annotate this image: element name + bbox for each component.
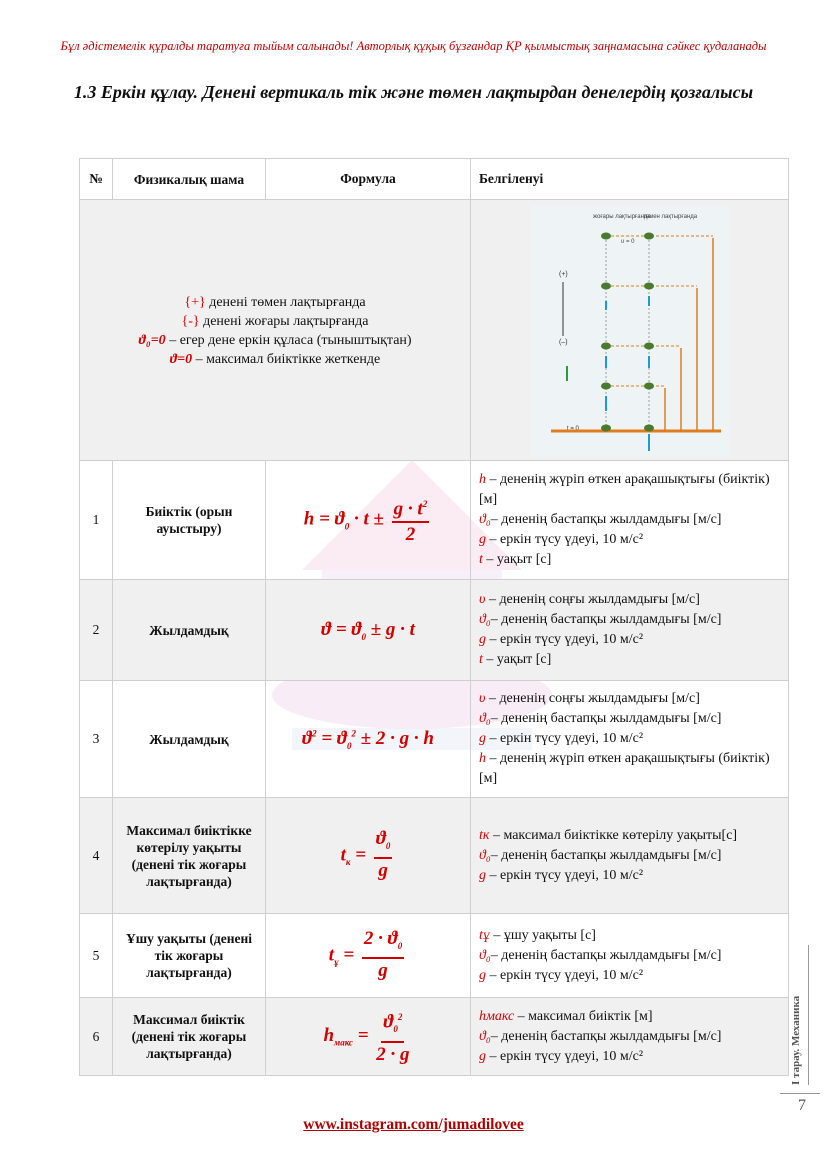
formula: hмакс = ϑ02 2 · g bbox=[265, 997, 471, 1076]
figure-label-minus: (–) bbox=[559, 339, 568, 346]
notation-item: g – еркін түсу үдеуі, 10 м/с² bbox=[479, 967, 644, 983]
motion-figure-cell: жоғары лақтырғанда төмен лақтырғанда υ =… bbox=[470, 199, 789, 461]
table-row: 6 Максимал биіктік (денені тік жоғары ла… bbox=[79, 997, 789, 1076]
column-header-formula: Формула bbox=[265, 158, 471, 200]
footer: www.instagram.com/jumadilovee bbox=[0, 1116, 827, 1134]
notation-item: ϑ₀– дененің бастапқы жылдамдығы [м/с] bbox=[479, 512, 722, 527]
table-row: 5 Ұшу уақыты (денені тік жоғары лақтырға… bbox=[79, 913, 789, 998]
notation-item: ϑ₀– дененің бастапқы жылдамдығы [м/с] bbox=[479, 711, 722, 726]
formula-table: № Физикалық шама Формула Белгіленуі {+} … bbox=[79, 158, 789, 1076]
notation-item: g – еркін түсу үдеуі, 10 м/с² bbox=[479, 1048, 644, 1064]
table-row: 2 Жылдамдық ϑ = ϑ0 ± g · t υ – дененің с… bbox=[79, 579, 789, 681]
notation-item: ϑ₀– дененің бастапқы жылдамдығы [м/с] bbox=[479, 1028, 722, 1044]
sign-notes: {+} денені төмен лақтырғанда {-} денені … bbox=[79, 199, 471, 461]
notation-list: h – дененің жүріп өткен арақашықтығы (би… bbox=[470, 460, 789, 580]
notation-item: g – еркін түсу үдеуі, 10 м/с² bbox=[479, 867, 644, 883]
row-number: 3 bbox=[79, 680, 113, 798]
notation-item: t – уақыт [с] bbox=[479, 552, 552, 567]
quantity-name: Ұшу уақыты (денені тік жоғары лақтырғанд… bbox=[112, 913, 266, 998]
quantity-name: Биіктік (орын ауыстыру) bbox=[112, 460, 266, 580]
row-number: 2 bbox=[79, 579, 113, 681]
notation-item: g – еркін түсу үдеуі, 10 м/с² bbox=[479, 632, 644, 647]
note-line: {-} денені жоғары лақтырғанда bbox=[181, 313, 369, 329]
quantity-name: Жылдамдық bbox=[112, 680, 266, 798]
ball bbox=[643, 382, 654, 390]
instagram-link[interactable]: www.instagram.com/jumadilovee bbox=[303, 1116, 524, 1133]
page-number: 7 bbox=[798, 1097, 806, 1114]
chapter-label: I тарау. Механика bbox=[790, 995, 802, 1085]
page-divider bbox=[780, 1093, 820, 1094]
notation-list: tұ – ұшу уақыты [с] ϑ₀– дененің бастапқы… bbox=[470, 913, 789, 998]
chapter-sidebar: I тарау. Механика bbox=[786, 945, 809, 1085]
notation-item: ϑ₀– дененің бастапқы жылдамдығы [м/с] bbox=[479, 947, 722, 963]
formula: ϑ2 = ϑ02 ± 2 · g · h bbox=[265, 680, 471, 798]
quantity-name: Жылдамдық bbox=[112, 579, 266, 681]
column-header-notation: Белгіленуі bbox=[470, 158, 789, 200]
figure-label-t0: t = 0 bbox=[567, 426, 580, 432]
formula: tк = ϑ0 g bbox=[265, 797, 471, 914]
figure-label-v0: υ = 0 bbox=[621, 239, 635, 245]
table-row: 4 Максимал биіктікке көтерілу уақыты (де… bbox=[79, 797, 789, 914]
table-row: 1 Биіктік (орын ауыстыру) h = ϑ0 · t ± g… bbox=[79, 460, 789, 580]
note-line: ϑ₀=0 – егер дене еркін құласа (тыныштықт… bbox=[138, 332, 412, 348]
notation-item: h – дененің жүріп өткен арақашықтығы (би… bbox=[479, 751, 770, 786]
row-number: 1 bbox=[79, 460, 113, 580]
note-line: ϑ=0 – максимал биіктікке жеткенде bbox=[169, 351, 381, 367]
quantity-name: Максимал биіктік (денені тік жоғары лақт… bbox=[112, 997, 266, 1076]
notation-item: h – дененің жүріп өткен арақашықтығы (би… bbox=[479, 472, 770, 507]
note-line: {+} денені төмен лақтырғанда bbox=[184, 294, 366, 310]
formula: tұ = 2 · ϑ0 g bbox=[265, 913, 471, 998]
notation-item: tк – максимал биіктікке көтерілу уақыты[… bbox=[479, 827, 738, 843]
notation-item: hмакс – максимал биіктік [м] bbox=[479, 1008, 653, 1024]
notation-list: tк – максимал биіктікке көтерілу уақыты[… bbox=[470, 797, 789, 914]
figure-label-plus: (+) bbox=[559, 271, 568, 278]
free-fall-diagram: жоғары лақтырғанда төмен лақтырғанда υ =… bbox=[530, 206, 729, 456]
row-number: 5 bbox=[79, 913, 113, 998]
notation-list: υ – дененің соңғы жылдамдығы [м/с] ϑ₀– д… bbox=[470, 680, 789, 798]
figure-label-down: төмен лақтырғанда bbox=[643, 214, 698, 220]
ball bbox=[643, 342, 654, 350]
notation-list: hмакс – максимал биіктік [м] ϑ₀– дененің… bbox=[470, 997, 789, 1076]
column-header-number: № bbox=[79, 158, 113, 200]
table-row: 3 Жылдамдық ϑ2 = ϑ02 ± 2 · g · h υ – ден… bbox=[79, 680, 789, 798]
notes-row: {+} денені төмен лақтырғанда {-} денені … bbox=[79, 199, 789, 461]
formula: h = ϑ0 · t ± g · t2 2 bbox=[265, 460, 471, 580]
notation-item: g – еркін түсу үдеуі, 10 м/с² bbox=[479, 532, 644, 547]
table-header-row: № Физикалық шама Формула Белгіленуі bbox=[79, 158, 789, 200]
ball bbox=[643, 232, 654, 240]
ball bbox=[643, 282, 654, 290]
ball bbox=[600, 342, 611, 350]
ball bbox=[600, 424, 611, 432]
figure-label-up: жоғары лақтырғанда bbox=[593, 214, 651, 220]
notation-item: tұ – ұшу уақыты [с] bbox=[479, 927, 596, 943]
section-title: 1.3 Еркін құлау. Денені вертикаль тік жә… bbox=[73, 82, 754, 102]
ball bbox=[643, 424, 654, 432]
quantity-name: Максимал биіктікке көтерілу уақыты (дене… bbox=[112, 797, 266, 914]
column-header-quantity: Физикалық шама bbox=[112, 158, 266, 200]
formula: ϑ = ϑ0 ± g · t bbox=[265, 579, 471, 681]
row-number: 4 bbox=[79, 797, 113, 914]
copyright-warning: Бұл әдістемелік құралды таратуға тыйым с… bbox=[60, 39, 767, 53]
notation-item: t – уақыт [с] bbox=[479, 652, 552, 667]
notation-item: υ – дененің соңғы жылдамдығы [м/с] bbox=[479, 691, 700, 706]
notation-item: ϑ₀– дененің бастапқы жылдамдығы [м/с] bbox=[479, 612, 722, 627]
notation-item: ϑ₀– дененің бастапқы жылдамдығы [м/с] bbox=[479, 847, 722, 863]
ball bbox=[600, 232, 611, 240]
ball bbox=[600, 382, 611, 390]
ball bbox=[600, 282, 611, 290]
notation-item: υ – дененің соңғы жылдамдығы [м/с] bbox=[479, 592, 700, 607]
notation-item: g – еркін түсу үдеуі, 10 м/с² bbox=[479, 731, 644, 746]
notation-list: υ – дененің соңғы жылдамдығы [м/с] ϑ₀– д… bbox=[470, 579, 789, 681]
row-number: 6 bbox=[79, 997, 113, 1076]
